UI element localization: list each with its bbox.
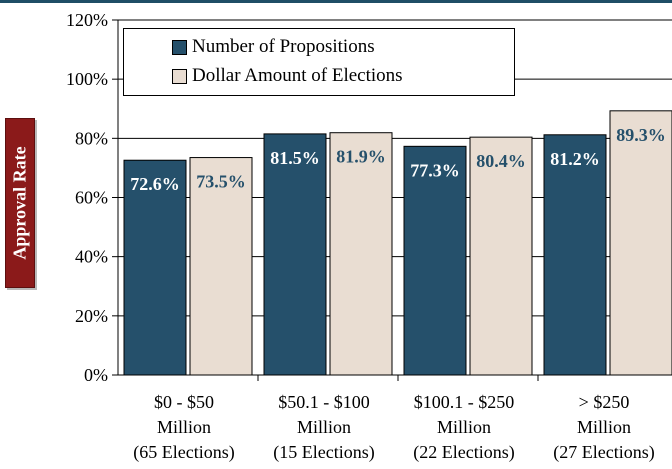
bar (329, 132, 393, 376)
y-tick-label: 80% (75, 128, 108, 148)
legend-item-propositions: Number of Propositions (172, 36, 375, 58)
bar-data-label: 77.3% (410, 160, 460, 180)
bar-data-label: 81.5% (270, 148, 320, 168)
bar-data-label: 73.5% (196, 172, 246, 192)
bar-data-label: 89.3% (616, 125, 666, 145)
y-tick-label: 40% (75, 247, 108, 267)
legend-label-propositions: Number of Propositions (192, 36, 375, 57)
bar (543, 134, 607, 376)
legend-swatch-propositions (172, 39, 187, 55)
x-tick-label: $0 - $50 (154, 392, 214, 412)
x-tick-label: (27 Elections) (553, 442, 654, 463)
x-tick-label: > $250 (579, 392, 630, 412)
bar (189, 157, 253, 376)
bar (403, 145, 467, 376)
x-tick-label: (22 Elections) (413, 442, 514, 463)
bar (609, 110, 672, 376)
bar-data-label: 80.4% (476, 151, 526, 171)
x-tick-label: Million (437, 417, 491, 437)
legend-label-dollar-amount: Dollar Amount of Elections (192, 65, 403, 86)
y-tick-label: 100% (66, 69, 108, 89)
legend-swatch-dollar-amount (172, 68, 187, 84)
y-axis-label: Approval Rate (9, 146, 30, 260)
x-tick-label: (15 Elections) (273, 442, 374, 463)
x-tick-label: Million (157, 417, 211, 437)
bar-data-label: 81.9% (336, 147, 386, 167)
bar (123, 159, 187, 376)
x-tick-label: Million (577, 417, 631, 437)
bar (263, 133, 327, 376)
y-tick-label: 60% (75, 188, 108, 208)
y-axis-label-box: Approval Rate (5, 118, 35, 288)
top-rule (0, 0, 672, 3)
y-tick-label: 0% (84, 365, 108, 385)
legend-item-dollar-amount: Dollar Amount of Elections (172, 65, 403, 87)
bar (469, 136, 533, 376)
x-tick-label: $100.1 - $250 (414, 392, 515, 412)
bar-data-label: 81.2% (550, 149, 600, 169)
x-tick-label: $50.1 - $100 (278, 392, 370, 412)
x-tick-label: (65 Elections) (133, 442, 234, 463)
y-tick-label: 120% (66, 10, 108, 30)
y-tick-label: 20% (75, 306, 108, 326)
x-tick-label: Million (297, 417, 351, 437)
bar-data-label: 72.6% (130, 174, 180, 194)
legend: Number of Propositions Dollar Amount of … (123, 28, 515, 96)
